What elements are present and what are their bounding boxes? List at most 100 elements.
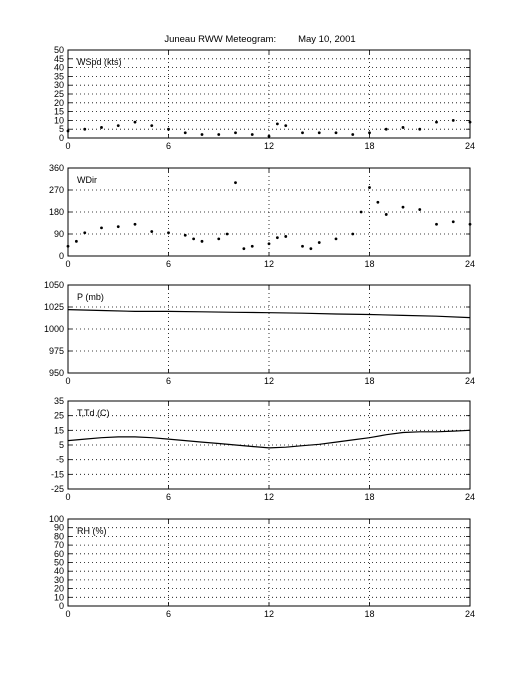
data-point [301, 131, 304, 135]
x-tick-label: 24 [465, 141, 475, 151]
data-point [317, 241, 321, 244]
y-tick-label: -25 [51, 484, 64, 494]
axes-box [67, 518, 471, 607]
x-tick-label: 24 [465, 376, 475, 386]
data-point [183, 233, 187, 237]
data-point [284, 235, 288, 238]
x-tick-label: 6 [166, 259, 171, 269]
data-point [74, 239, 78, 243]
data-point [284, 124, 288, 128]
y-tick-label: 15 [54, 107, 64, 117]
y-tick-label: 60 [54, 549, 64, 559]
panel-label: P (mb) [77, 292, 104, 302]
axes-box [67, 284, 471, 374]
data-point [217, 133, 221, 136]
x-tick-label: 0 [65, 609, 70, 619]
x-tick-label: 24 [465, 609, 475, 619]
data-point [418, 208, 422, 211]
data-point [334, 237, 338, 241]
y-tick-label: 1050 [44, 280, 64, 290]
x-tick-label: 12 [264, 259, 274, 269]
y-tick-label: 360 [49, 163, 64, 173]
data-point [384, 213, 388, 216]
data-point [192, 237, 196, 241]
y-tick-label: -5 [56, 455, 64, 465]
series-line [67, 309, 471, 319]
y-tick-label: 975 [49, 346, 64, 356]
y-tick-label: 30 [54, 575, 64, 585]
data-point [66, 244, 70, 248]
data-point [376, 200, 380, 204]
y-tick-label: 35 [54, 396, 64, 406]
data-point [150, 124, 154, 128]
y-tick-label: 80 [54, 531, 64, 541]
y-tick-label: -15 [51, 469, 64, 479]
y-tick-label: 25 [54, 89, 64, 99]
x-tick-label: 6 [166, 141, 171, 151]
panel-label: WSpd (kts) [77, 57, 122, 67]
data-point [309, 247, 313, 251]
panel-label: T,Td (C) [77, 408, 110, 418]
data-point [451, 220, 455, 224]
y-tick-label: 5 [59, 124, 64, 134]
x-tick-label: 18 [364, 376, 374, 386]
y-tick-label: 70 [54, 540, 64, 550]
data-point [83, 127, 87, 131]
y-tick-label: 50 [54, 558, 64, 568]
title-date: May 10, 2001 [298, 34, 356, 45]
x-tick-label: 18 [364, 141, 374, 151]
data-point [250, 133, 254, 136]
data-point [267, 242, 271, 246]
data-point [133, 120, 137, 124]
y-tick-label: 45 [54, 54, 64, 64]
y-tick-label: 30 [54, 80, 64, 90]
x-tick-label: 6 [166, 376, 171, 386]
y-tick-label: 180 [49, 207, 64, 217]
data-point [418, 127, 422, 131]
y-tick-label: 950 [49, 368, 64, 378]
x-tick-label: 6 [166, 609, 171, 619]
panel-label: WDir [77, 175, 97, 185]
data-point [435, 222, 438, 226]
chart-title: Juneau RWW Meteogram: May 10, 2001 [0, 34, 520, 45]
y-tick-label: 90 [54, 229, 64, 239]
data-point [468, 120, 472, 124]
panel-p-mb: 0 6 12 18 24 950 975 1000 1025 1050 P (mb) [44, 280, 475, 386]
data-point [250, 244, 254, 248]
x-tick-label: 18 [364, 259, 374, 269]
x-tick-label: 0 [65, 376, 70, 386]
data-point [435, 120, 438, 124]
data-point [351, 232, 355, 236]
panel-label: RH (%) [77, 526, 107, 536]
x-tick-label: 12 [264, 492, 274, 502]
x-tick-label: 0 [65, 259, 70, 269]
y-tick-label: 10 [54, 592, 64, 602]
data-point [217, 237, 221, 241]
data-point [183, 131, 187, 135]
data-point [167, 127, 170, 131]
y-tick-label: 15 [54, 425, 64, 435]
data-point [384, 127, 388, 131]
data-point [242, 247, 246, 251]
data-point [451, 119, 455, 122]
data-point [368, 131, 371, 135]
series-line [67, 429, 471, 449]
axes-box [67, 167, 471, 257]
panel-t-td-c: 0 6 12 18 24 -25 -15 -5 5 15 25 35 T,Td (C) [51, 396, 475, 502]
data-point [66, 129, 70, 133]
data-point [225, 232, 229, 236]
y-tick-label: 40 [54, 63, 64, 73]
data-point [234, 131, 237, 135]
data-point [301, 244, 304, 248]
y-tick-label: 40 [54, 566, 64, 576]
y-tick-label: 5 [59, 440, 64, 450]
data-point [334, 131, 338, 135]
x-tick-label: 12 [264, 609, 274, 619]
y-tick-label: 0 [59, 601, 64, 611]
y-tick-label: 90 [54, 523, 64, 533]
panel-wdir: 0 6 12 18 24 0 90 180 270 360 WDir [49, 163, 475, 269]
y-tick-label: 25 [54, 411, 64, 421]
data-point [351, 133, 355, 136]
data-point [83, 231, 87, 235]
